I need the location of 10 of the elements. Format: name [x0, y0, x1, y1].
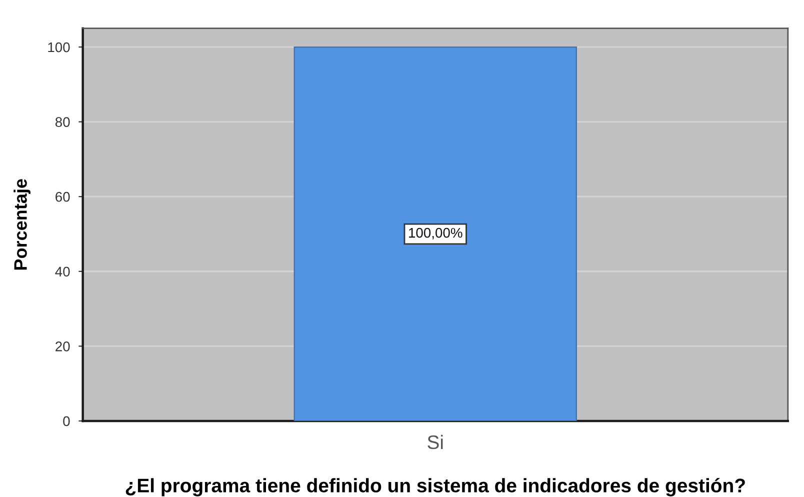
x-tick-label: Si	[428, 434, 443, 450]
y-axis-title: Porcentaje	[14, 179, 30, 270]
x-axis-title: ¿El programa tiene definido un sistema de indicadores de gestión?	[126, 478, 745, 496]
y-tick-label: 0	[63, 416, 70, 426]
y-tick-label: 40	[55, 266, 70, 277]
y-tick-label: 20	[56, 342, 70, 352]
data-label: 100,00%	[409, 228, 462, 240]
y-tick-label: 80	[55, 117, 70, 127]
y-tick-label: 60	[56, 192, 70, 202]
y-tick-label: 100	[48, 42, 70, 52]
